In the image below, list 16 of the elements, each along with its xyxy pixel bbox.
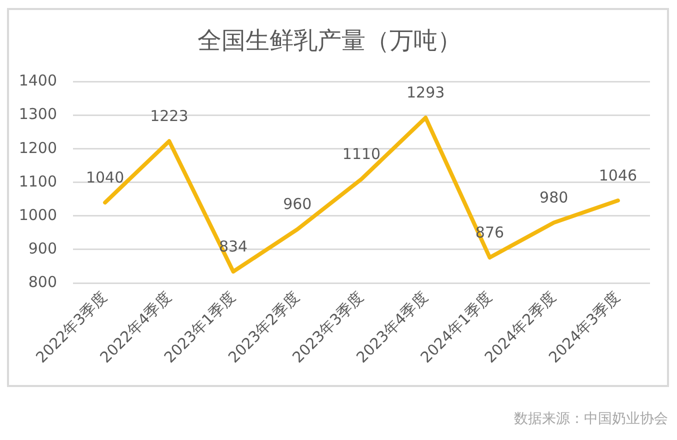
- y-tick-label: 1400: [18, 72, 57, 90]
- y-tick-label: 1000: [18, 206, 57, 224]
- data-label: 980: [540, 188, 568, 207]
- y-tick-label: 900: [28, 239, 57, 258]
- data-label: 1040: [86, 168, 124, 186]
- y-tick-label: 1300: [18, 105, 57, 124]
- y-tick-label: 800: [28, 272, 57, 291]
- y-tick-label: 1200: [18, 138, 57, 157]
- data-label: 1046: [598, 166, 638, 184]
- chart-title: 全国生鲜乳产量（万吨）: [198, 26, 462, 55]
- data-label: 960: [283, 195, 312, 214]
- data-label: 1110: [342, 144, 381, 163]
- y-tick-label: 1100: [18, 172, 57, 190]
- data-label: 1223: [150, 107, 188, 126]
- data-label: 1293: [406, 84, 445, 102]
- source-note: 数据来源：中国奶业协会: [514, 410, 668, 428]
